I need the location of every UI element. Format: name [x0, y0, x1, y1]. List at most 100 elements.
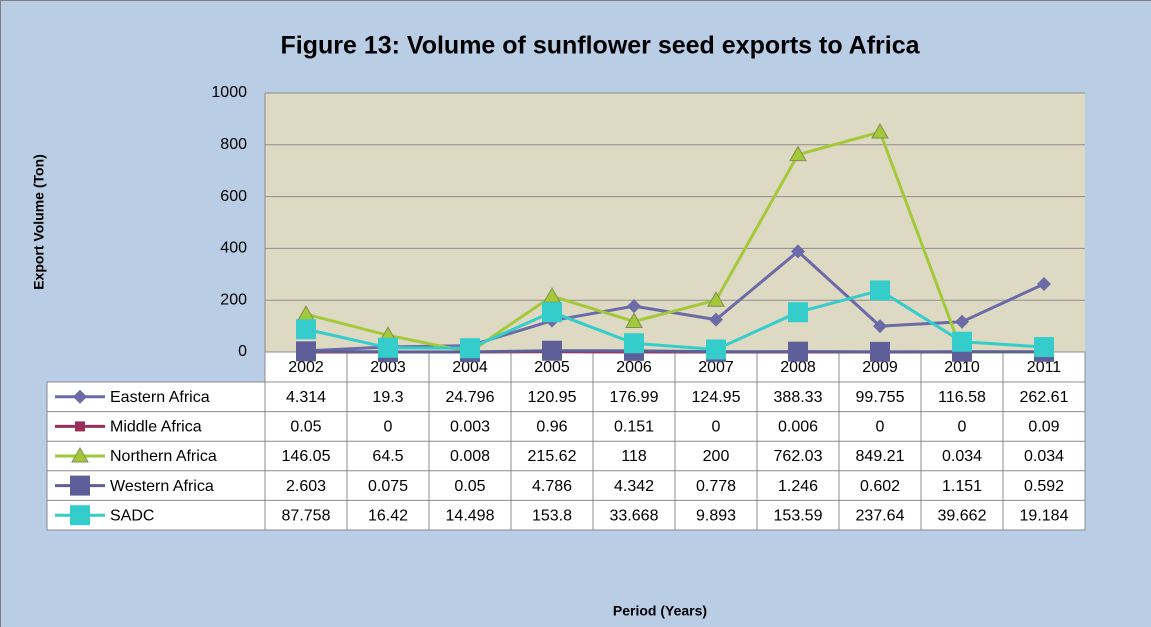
legend-label: Northern Africa	[110, 448, 217, 465]
marker	[75, 421, 85, 432]
series-line	[305, 130, 1044, 354]
x-tick-label: 2008	[780, 359, 816, 376]
table-value: 262.61	[1020, 389, 1069, 406]
table-value: 0.05	[454, 478, 485, 495]
table-value: 0	[958, 419, 967, 436]
y-tick-label: 600	[220, 188, 247, 205]
chart-title: Figure 13: Volume of sunflower seed expo…	[280, 32, 920, 60]
y-axis-label: Export Volume (Ton)	[31, 154, 47, 290]
marker	[788, 341, 808, 362]
series-line	[305, 249, 1045, 353]
x-tick-label: 2005	[534, 359, 570, 376]
marker	[871, 123, 889, 139]
table-value: 0.592	[1024, 478, 1064, 495]
x-tick-label: 2009	[862, 359, 898, 376]
table-value: 0.003	[450, 419, 490, 436]
marker	[378, 337, 398, 358]
table-value: 0.034	[942, 448, 982, 465]
table-value: 33.668	[610, 507, 659, 524]
marker	[952, 331, 972, 352]
table-value: 0.778	[696, 478, 736, 495]
table-value: 762.03	[774, 448, 823, 465]
table-value: 0	[876, 419, 885, 436]
y-tick-label: 1000	[211, 84, 247, 101]
table-background	[46, 381, 1086, 531]
marker	[627, 299, 641, 314]
table-value: 0	[712, 419, 721, 436]
legend-label: Middle Africa	[110, 419, 202, 436]
series-line	[305, 349, 1045, 354]
table-value: 153.8	[532, 507, 572, 524]
marker	[955, 314, 969, 329]
table-value: 99.755	[856, 389, 905, 406]
table-value: 2.603	[286, 478, 326, 495]
table-value: 0.09	[1028, 419, 1059, 436]
x-tick-label: 2006	[616, 359, 652, 376]
table-value: 0.006	[778, 419, 818, 436]
marker	[542, 340, 562, 361]
marker	[542, 302, 562, 323]
table-value: 200	[703, 448, 730, 465]
y-tick-label: 400	[220, 240, 247, 257]
table-value: 9.893	[696, 507, 736, 524]
table-value: 16.42	[368, 507, 408, 524]
table-value: 124.95	[692, 389, 741, 406]
table-value: 87.758	[282, 507, 331, 524]
marker	[625, 312, 643, 328]
table-value: 39.662	[938, 507, 987, 524]
table-value: 215.62	[528, 448, 577, 465]
table-value: 849.21	[856, 448, 905, 465]
marker	[70, 475, 90, 496]
table-value: 64.5	[372, 448, 403, 465]
table-value: 237.64	[856, 507, 905, 524]
y-tick-label: 800	[220, 136, 247, 153]
table-value: 146.05	[282, 448, 331, 465]
table-value: 0.008	[450, 448, 490, 465]
legend-label: SADC	[110, 507, 154, 524]
marker	[296, 341, 316, 362]
marker	[624, 333, 644, 354]
x-axis-label: Period (Years)	[613, 603, 707, 619]
table-value: 4.314	[286, 389, 326, 406]
table-value: 0.602	[860, 478, 900, 495]
marker	[543, 287, 561, 303]
marker	[296, 319, 316, 340]
table-value: 0.96	[536, 419, 567, 436]
table-value: 388.33	[774, 389, 823, 406]
table-value: 0.151	[614, 419, 654, 436]
marker	[789, 145, 807, 162]
series-line	[305, 288, 1045, 351]
table-value: 116.58	[938, 389, 986, 406]
x-tick-label: 2002	[288, 359, 324, 376]
x-tick-label: 2011	[1027, 359, 1062, 376]
table-value: 0	[384, 419, 393, 436]
marker	[706, 339, 726, 360]
legend-label: Eastern Africa	[110, 389, 210, 406]
table-value: 1.151	[942, 478, 982, 495]
table-value: 0.05	[290, 419, 321, 436]
marker	[709, 312, 723, 327]
plot-area	[265, 93, 1085, 352]
x-tick-label: 2003	[370, 359, 406, 376]
marker	[870, 280, 890, 301]
marker	[788, 302, 808, 323]
marker	[870, 341, 890, 362]
marker	[1037, 276, 1051, 291]
legend-label: Western Africa	[110, 478, 214, 495]
table-value: 4.342	[614, 478, 654, 495]
table-value: 4.786	[532, 478, 572, 495]
marker	[73, 389, 87, 404]
marker	[460, 338, 480, 359]
table-value: 19.3	[372, 389, 403, 406]
marker	[707, 291, 725, 307]
table-value: 176.99	[610, 389, 659, 406]
table-value: 0.034	[1024, 448, 1064, 465]
marker	[873, 319, 887, 334]
y-tick-label: 200	[220, 291, 247, 308]
marker	[791, 244, 805, 259]
x-tick-label: 2007	[698, 359, 734, 376]
table-value: 0.075	[368, 478, 408, 495]
table-value: 1.246	[778, 478, 818, 495]
marker	[1034, 337, 1054, 358]
